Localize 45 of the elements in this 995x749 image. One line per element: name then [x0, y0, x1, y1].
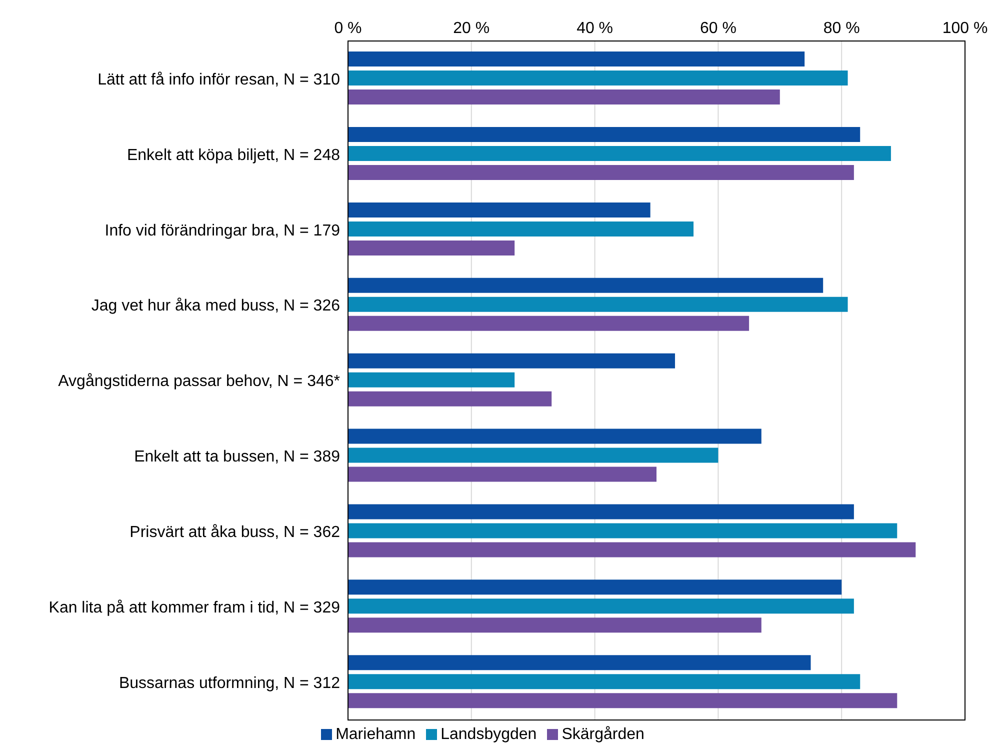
- bar: [348, 391, 552, 406]
- bar: [348, 127, 860, 142]
- bar: [348, 466, 656, 482]
- bar: [348, 504, 854, 520]
- bar: [348, 598, 854, 614]
- y-tick-label: Avgångstiderna passar behov, N = 346*: [58, 373, 340, 390]
- x-tick-label: 100 %: [942, 20, 988, 37]
- bar: [348, 70, 848, 86]
- bar: [348, 428, 762, 444]
- y-tick-label: Info vid förändringar bra, N = 179: [104, 222, 340, 240]
- x-tick-label: 40 %: [576, 20, 614, 37]
- x-tick-label: 20 %: [453, 20, 490, 37]
- x-tick-label: 80 %: [823, 20, 860, 37]
- bar: [348, 580, 842, 595]
- legend-label: Skärgården: [562, 726, 644, 743]
- bar: [348, 316, 750, 331]
- bar: [348, 146, 891, 162]
- x-tick-label: 60 %: [700, 20, 736, 37]
- y-tick-label: Prisvärt att åka buss, N = 362: [130, 524, 340, 542]
- bar: [348, 448, 718, 463]
- legend-label: Mariehamn: [336, 726, 416, 743]
- y-tick-label: Kan lita på att kommer fram i tid, N = 329: [48, 600, 340, 617]
- legend-label: Landsbygden: [440, 726, 537, 743]
- bar: [348, 674, 860, 690]
- bar: [348, 221, 694, 236]
- y-tick-label: Lätt att få info inför resan, N = 310: [98, 71, 340, 88]
- bar: [348, 296, 848, 312]
- bar: [348, 278, 824, 293]
- bar: [348, 165, 854, 180]
- y-tick-label: Jag vet hur åka med buss, N = 326: [91, 298, 340, 315]
- bar: [348, 655, 811, 670]
- y-tick-label: Enkelt att köpa biljett, N = 248: [126, 146, 340, 164]
- bar: [348, 693, 898, 708]
- bar: [348, 523, 898, 538]
- bar: [348, 202, 650, 218]
- y-tick-label: Bussarnas utformning, N = 312: [118, 674, 340, 692]
- x-tick-label: 0 %: [334, 20, 362, 37]
- bar: [348, 90, 780, 105]
- bar: [348, 372, 515, 388]
- bar: [348, 618, 762, 633]
- bar: [348, 353, 676, 368]
- y-tick-label: Enkelt att ta bussen, N = 389: [134, 448, 340, 466]
- bar: [348, 240, 515, 256]
- bar: [348, 542, 916, 558]
- bar: [348, 52, 805, 67]
